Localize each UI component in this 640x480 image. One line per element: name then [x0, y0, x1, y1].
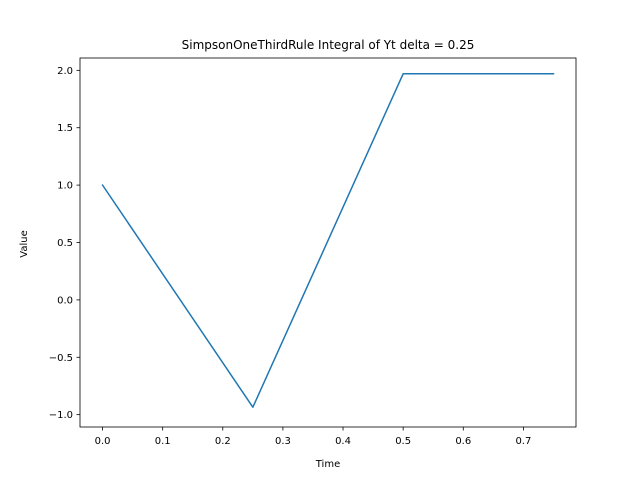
x-axis-label: Time — [315, 459, 340, 470]
y-tick-label: 1.0 — [57, 181, 73, 192]
x-tick-label: 0.4 — [335, 436, 351, 447]
x-axis: 0.0 0.1 0.2 0.3 0.4 0.5 0.6 0.7 — [95, 427, 531, 447]
series-layer — [101, 73, 555, 408]
plot-frame — [79, 57, 577, 428]
y-tick-label: −1.0 — [49, 410, 73, 421]
y-tick-label: 0.5 — [57, 238, 73, 249]
x-tick-label: 0.1 — [155, 436, 171, 447]
y-tick-label: 2.0 — [57, 66, 73, 77]
x-tick-label: 0.0 — [95, 436, 111, 447]
x-tick-label: 0.6 — [455, 436, 471, 447]
x-tick-label: 0.2 — [215, 436, 231, 447]
y-axis-label: Value — [19, 230, 30, 257]
x-tick-label: 0.7 — [515, 436, 531, 447]
chart-title: SimpsonOneThirdRule Integral of Yt delta… — [182, 38, 475, 52]
y-axis: −1.0 −0.5 0.0 0.5 1.0 1.5 2.0 — [49, 66, 80, 421]
y-tick-label: −0.5 — [49, 353, 73, 364]
x-tick-label: 0.3 — [275, 436, 291, 447]
y-tick-label: 1.5 — [57, 123, 73, 134]
x-tick-label: 0.5 — [395, 436, 411, 447]
y-tick-label: 0.0 — [57, 295, 73, 306]
series-line — [101, 73, 555, 408]
